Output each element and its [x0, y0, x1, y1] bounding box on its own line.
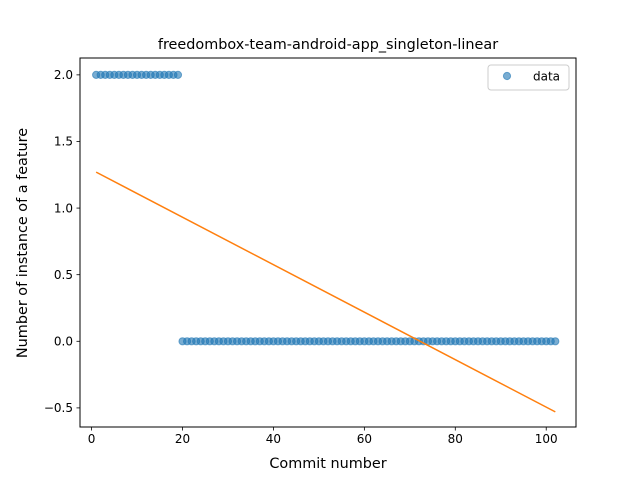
y-tick-label: 1.0: [54, 201, 73, 215]
data-point: [551, 337, 560, 346]
legend: data: [487, 64, 570, 91]
data-point: [173, 70, 183, 79]
x-tick-label: 0: [88, 432, 96, 446]
x-axis-label: Commit number: [269, 456, 386, 472]
x-tick-label: 60: [357, 432, 372, 446]
legend-box: [487, 64, 570, 91]
y-tick-label: 2.0: [54, 68, 73, 82]
y-tick-label: −0.5: [44, 401, 73, 415]
legend-label: data: [533, 70, 560, 84]
y-tick-label: 0.5: [54, 268, 73, 282]
y-tick-label: 0.0: [54, 334, 73, 348]
y-axis-label: Number of instance of a feature: [15, 128, 31, 358]
x-tick-label: 20: [175, 432, 190, 446]
x-tick-label: 40: [266, 432, 281, 446]
plot-area: 0 20 40 60 80 100 −0.5 0.0 0.5 1.0 1.5 2.0 data: [44, 57, 577, 446]
fit-line: [95, 171, 556, 413]
legend-marker: [502, 71, 512, 81]
x-tick-label: 100: [535, 432, 558, 446]
axes-frame: [79, 57, 577, 428]
x-tick-label: 80: [448, 432, 463, 446]
chart-title: freedombox-team-android-app_singleton-li…: [158, 37, 498, 53]
y-tick-label: 1.5: [54, 135, 73, 149]
scatter-series-data: [92, 70, 560, 346]
